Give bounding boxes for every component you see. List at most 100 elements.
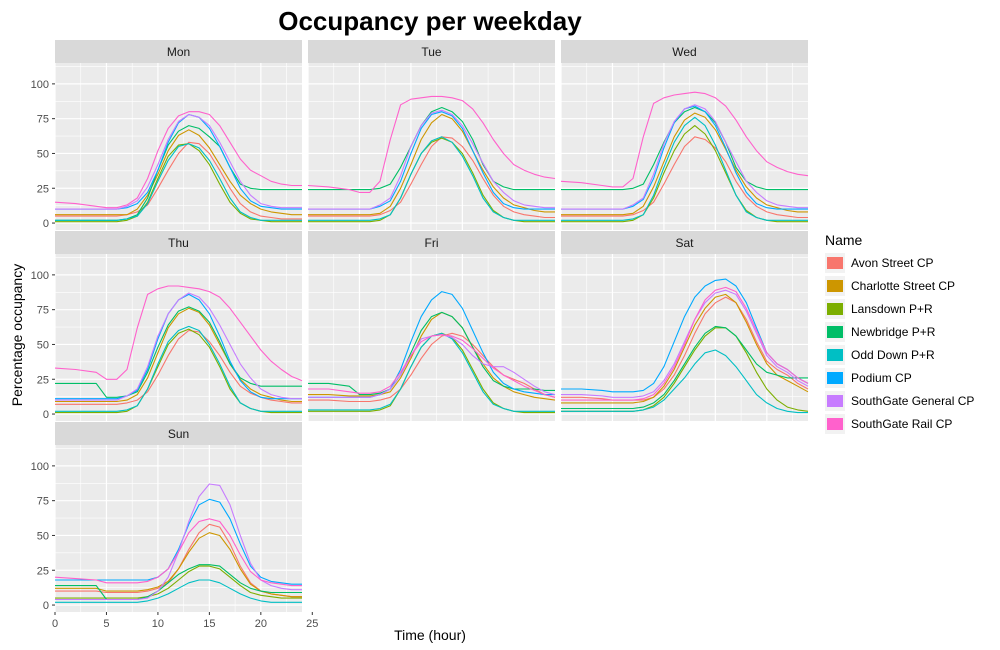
legend-label: Odd Down P+R	[851, 348, 935, 362]
x-tick-label: 20	[255, 618, 267, 630]
y-tick-label: 75	[37, 305, 49, 317]
series-line	[561, 116, 808, 221]
series-line	[561, 104, 808, 210]
y-axis-title: Percentage occupancy	[9, 264, 25, 406]
legend-item: SouthGate General CP	[825, 391, 974, 411]
legend-label: Lansdown P+R	[851, 302, 933, 316]
plot-panel	[55, 445, 302, 612]
series-line	[561, 325, 808, 410]
series-line	[55, 143, 302, 221]
series-line	[308, 136, 555, 221]
series-line	[561, 106, 808, 191]
facet-strip-label: Wed	[672, 45, 696, 59]
legend-item: Newbridge P+R	[825, 322, 936, 342]
facet-strip-label: Sun	[168, 427, 189, 441]
series-line	[55, 483, 302, 601]
chart-title: Occupancy per weekday	[278, 6, 582, 36]
series-line	[560, 91, 809, 188]
facet-strip	[308, 231, 555, 254]
x-tick-label: 5	[103, 618, 109, 630]
legend-item: Charlotte Street CP	[825, 276, 955, 296]
series-line	[55, 325, 302, 412]
series-line	[308, 106, 555, 191]
legend-item: Avon Street CP	[825, 253, 934, 273]
series-line	[308, 311, 555, 396]
y-tick-label: 75	[37, 496, 49, 508]
facet-strip	[55, 231, 302, 254]
series-line	[54, 518, 302, 587]
y-tick-label: 50	[37, 339, 49, 351]
facet-sun: Sun 0 25 50 75 100 0 5 10 15 20 25	[31, 422, 318, 630]
legend-item: Podium CP	[825, 368, 912, 388]
y-tick-label: 100	[31, 79, 49, 91]
y-tick-label: 50	[37, 148, 49, 160]
series-line	[55, 579, 302, 603]
legend-label: SouthGate Rail CP	[851, 417, 952, 431]
facet-strip	[55, 422, 302, 445]
series-line	[561, 349, 808, 414]
legend-label: Newbridge P+R	[851, 325, 936, 339]
facet-strip	[55, 40, 302, 63]
legend-item: Odd Down P+R	[825, 345, 935, 365]
series-line	[308, 334, 556, 398]
legend-key	[827, 257, 843, 269]
facet-strip-label: Fri	[425, 236, 439, 250]
legend: Name Avon Street CP Charlotte Street CP La…	[825, 232, 974, 434]
series-line	[307, 95, 556, 193]
legend-item: SouthGate Rail CP	[825, 414, 952, 434]
series-line	[308, 332, 556, 403]
legend-key	[827, 326, 843, 338]
facet-strip-label: Sat	[675, 236, 694, 250]
y-tick-label: 0	[43, 218, 49, 230]
series-line	[55, 129, 302, 216]
facet-strip	[561, 40, 808, 63]
x-axis-title: Time (hour)	[394, 627, 466, 643]
series-line	[561, 112, 808, 216]
series-line	[561, 136, 808, 219]
y-tick-label: 100	[31, 270, 49, 282]
y-tick-label: 25	[37, 183, 49, 195]
series-line	[54, 111, 302, 209]
series-line	[561, 293, 809, 404]
legend-label: Podium CP	[851, 371, 912, 385]
legend-key	[827, 372, 843, 384]
facet-wed: Wed	[560, 40, 809, 230]
facet-sat: Sat	[560, 231, 809, 421]
facet-strip-label: Tue	[421, 45, 442, 59]
series-line	[55, 307, 302, 403]
y-tick-label: 25	[37, 374, 49, 386]
facet-mon: Mon 0 25 50 75 100	[31, 40, 302, 230]
x-tick-label: 25	[306, 618, 318, 630]
legend-key	[827, 303, 843, 315]
y-tick-label: 50	[37, 530, 49, 542]
x-tick-label: 10	[152, 618, 164, 630]
x-tick-label: 15	[203, 618, 215, 630]
series-line	[55, 293, 302, 400]
series-line	[55, 292, 302, 401]
facet-fri: Fri	[307, 231, 556, 421]
legend-label: SouthGate General CP	[851, 394, 974, 408]
series-line	[54, 285, 303, 382]
facet-tue: Tue	[307, 40, 556, 230]
legend-key	[827, 418, 843, 430]
series-line	[55, 498, 302, 585]
facet-strip-label: Thu	[168, 236, 189, 250]
legend-key	[827, 280, 843, 292]
facet-strip	[308, 40, 555, 63]
facet-strip-label: Mon	[167, 45, 190, 59]
series-line	[308, 109, 555, 210]
series-line	[55, 565, 302, 599]
y-tick-label: 0	[43, 600, 49, 612]
legend-label: Charlotte Street CP	[851, 279, 955, 293]
series-line	[308, 332, 555, 412]
series-line	[55, 141, 302, 220]
legend-title: Name	[825, 232, 863, 248]
series-line	[308, 113, 555, 216]
series-line	[55, 306, 302, 398]
x-tick-label: 0	[52, 618, 58, 630]
y-tick-label: 0	[43, 409, 49, 421]
legend-key	[827, 349, 843, 361]
series-line	[55, 113, 302, 210]
